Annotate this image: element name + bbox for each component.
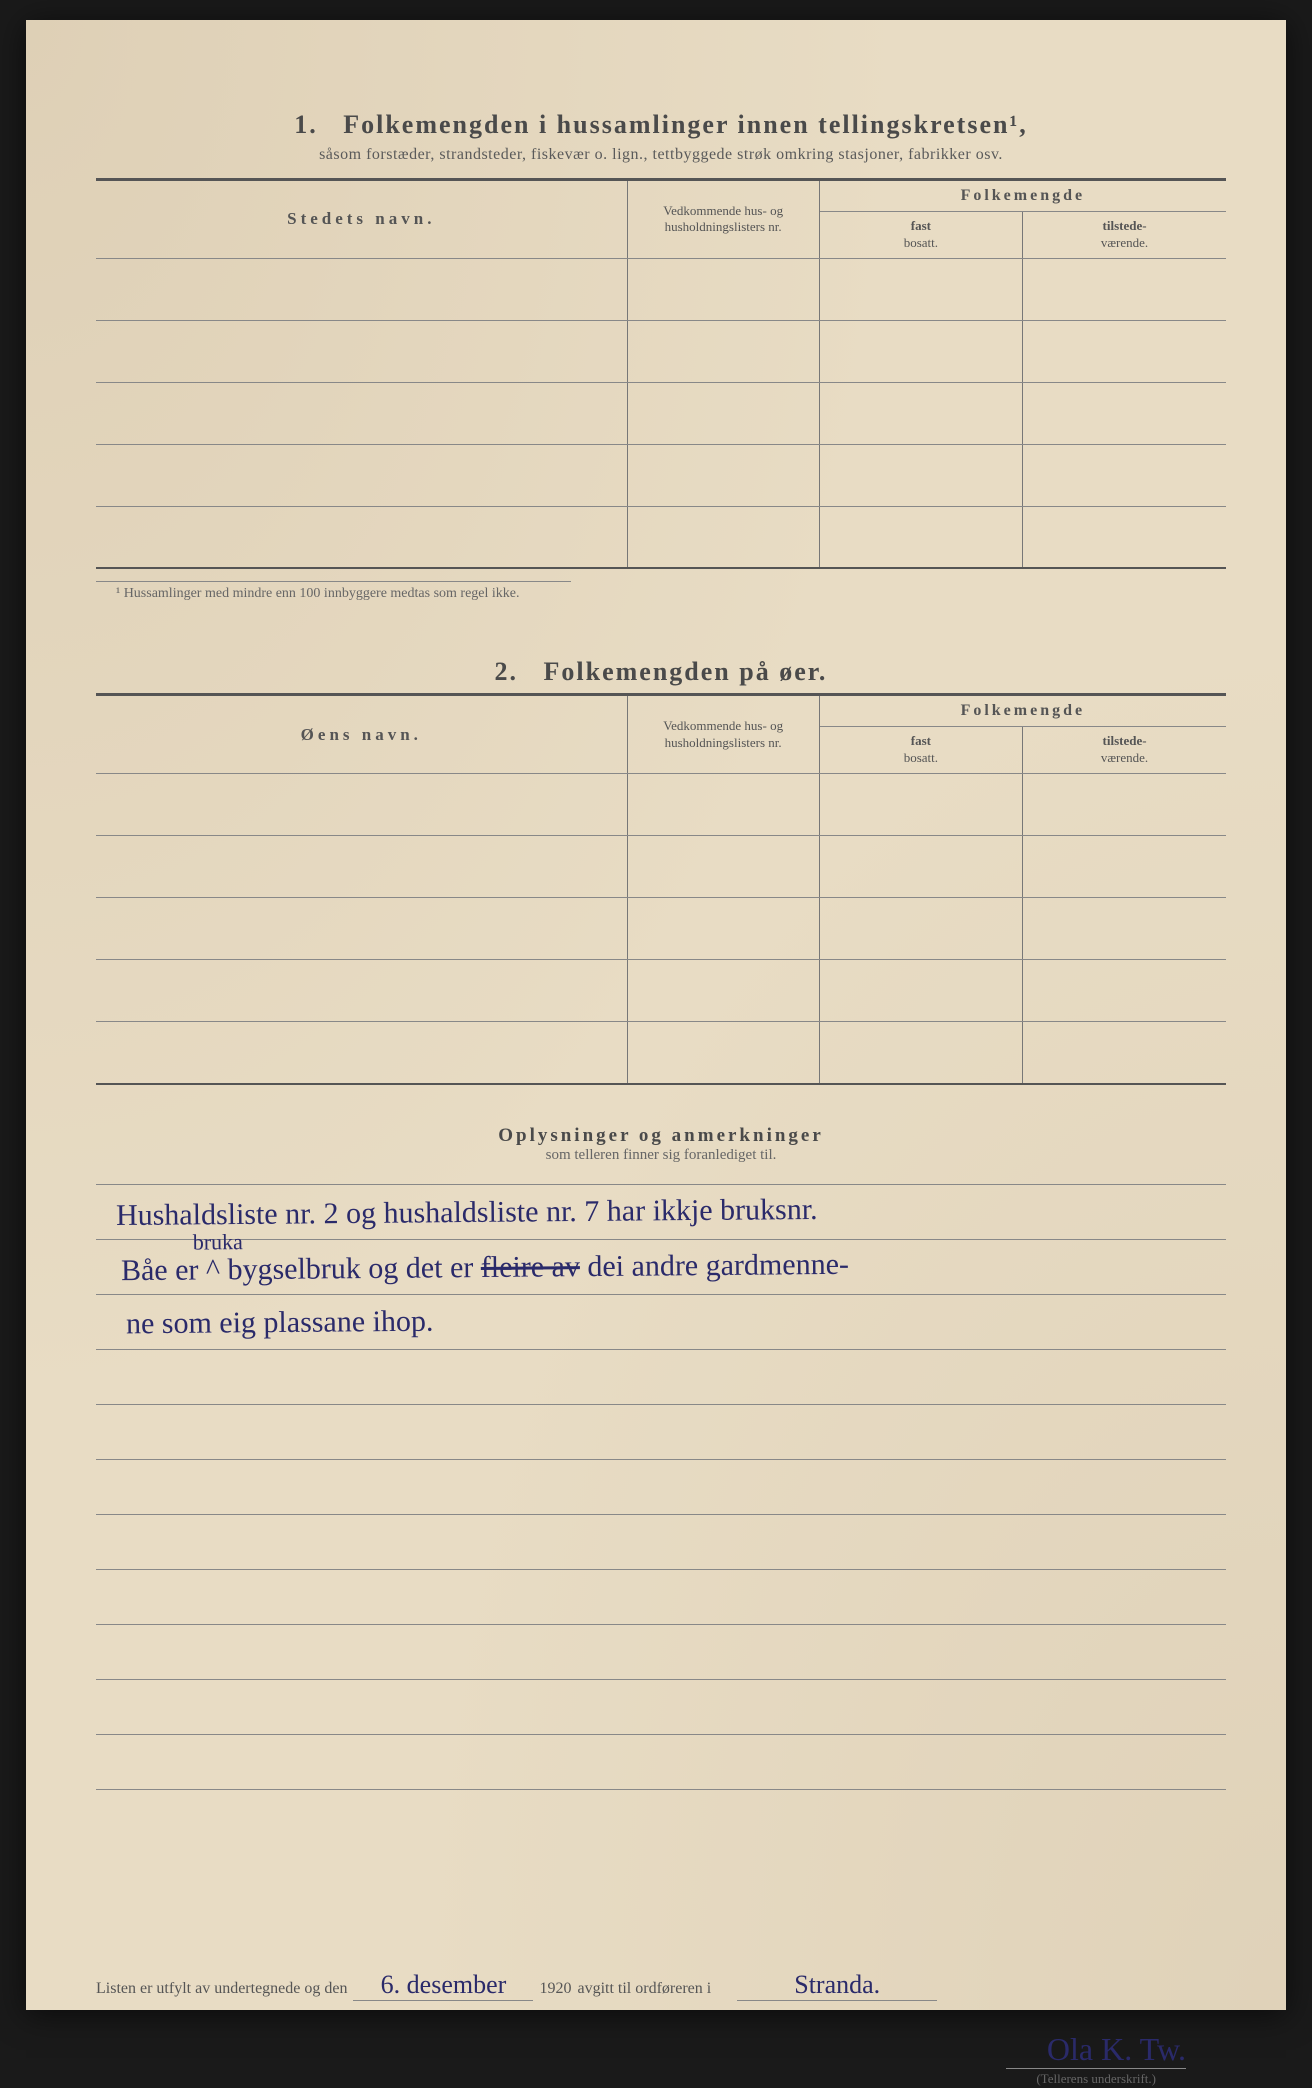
col-lists: Vedkommende hus- og husholdningslisters …	[627, 180, 819, 259]
col-folkemengde: Folkemengde	[819, 180, 1226, 212]
footer-mid: avgitt til ordføreren i	[577, 1980, 711, 1998]
footer-year: 1920	[539, 1980, 571, 1998]
section-1-number: 1.	[294, 110, 318, 139]
table-row	[96, 382, 1226, 444]
ruled-line	[96, 1515, 1226, 1570]
col-lists-2: Vedkommende hus- og husholdningslisters …	[627, 695, 819, 774]
ruled-line	[96, 1460, 1226, 1515]
col-fast-bosatt: fast bosatt.	[819, 212, 1022, 259]
col-folkemengde-2: Folkemengde	[819, 695, 1226, 727]
table-row	[96, 1022, 1226, 1084]
ruled-line: Båe er ^ bygselbruk og det er bruka flei…	[96, 1240, 1226, 1295]
signature-label: (Tellerens underskrift.)	[1006, 2068, 1186, 2087]
col-tilstede-2: tilstede- værende.	[1023, 727, 1226, 774]
section-2-number: 2.	[495, 657, 519, 686]
col-tilstede: tilstede- værende.	[1023, 212, 1226, 259]
table-row	[96, 258, 1226, 320]
ruled-line: Hushaldsliste nr. 2 og hushaldsliste nr.…	[96, 1185, 1226, 1240]
section-2-title-text: Folkemengden på øer.	[544, 657, 828, 686]
table-row	[96, 444, 1226, 506]
table-row	[96, 320, 1226, 382]
section-1-title-text: Folkemengden i hussamlinger innen tellin…	[343, 110, 1028, 139]
signature-area: Ola K. Tw. (Tellerens underskrift.)	[96, 2031, 1226, 2088]
section-1-footnote: ¹ Hussamlinger med mindre enn 100 innbyg…	[96, 581, 571, 602]
section-2: 2. Folkemengden på øer. Øens navn. Vedko…	[96, 657, 1226, 1084]
table-1: Stedets navn. Vedkommende hus- og hushol…	[96, 178, 1226, 569]
document-page: 1. Folkemengden i hussamlinger innen tel…	[26, 20, 1286, 2010]
col-tilst-top-2: tilstede-	[1103, 733, 1147, 748]
section-1-title: 1. Folkemengden i hussamlinger innen tel…	[96, 110, 1226, 140]
handwritten-note-3: ne som eig plassane ihop.	[126, 1297, 434, 1348]
table-1-body	[96, 258, 1226, 568]
hw2-caret-insert: bruka	[193, 1224, 243, 1260]
col-fast-top-2: fast	[911, 733, 931, 748]
table-row	[96, 774, 1226, 836]
table-row	[96, 960, 1226, 1022]
table-row	[96, 836, 1226, 898]
hw2-post: dei andre gardmenne-	[587, 1247, 849, 1282]
col-fast-bosatt-2: fast bosatt.	[819, 727, 1022, 774]
table-2-body	[96, 774, 1226, 1084]
ruled-line	[96, 1405, 1226, 1460]
col-fast-bot: bosatt.	[904, 235, 938, 250]
ruled-line	[96, 1625, 1226, 1680]
notes-title: Oplysninger og anmerkninger	[96, 1125, 1226, 1147]
signature: Ola K. Tw.	[96, 2031, 1186, 2068]
section-2-title: 2. Folkemengden på øer.	[96, 657, 1226, 687]
section-1: 1. Folkemengden i hussamlinger innen tel…	[96, 110, 1226, 602]
section-1-subtitle: såsom forstæder, strandsteder, fiskevær …	[96, 146, 1226, 164]
hw2-strike: fleire av	[481, 1250, 580, 1284]
footer-statement: Listen er utfylt av undertegnede og den …	[96, 1970, 1226, 2001]
col-fast-bot-2: bosatt.	[904, 750, 938, 765]
ruled-line	[96, 1570, 1226, 1625]
notes-subtitle: som telleren finner sig foranlediget til…	[96, 1147, 1226, 1164]
col-tilst-bot-2: værende.	[1101, 750, 1148, 765]
handwritten-note-2: Båe er ^ bygselbruk og det er bruka flei…	[121, 1240, 849, 1294]
col-tilst-top: tilstede-	[1103, 218, 1147, 233]
ruled-line	[96, 1680, 1226, 1735]
col-oens-navn: Øens navn.	[96, 695, 627, 774]
ruled-line	[96, 1350, 1226, 1405]
footer-place: Stranda.	[737, 1970, 937, 2001]
ruled-line	[96, 1735, 1226, 1790]
table-row	[96, 898, 1226, 960]
col-fast-top: fast	[911, 218, 931, 233]
ruled-line: ne som eig plassane ihop.	[96, 1295, 1226, 1350]
table-row	[96, 506, 1226, 568]
footer-prefix: Listen er utfylt av undertegnede og den	[96, 1980, 347, 1998]
footer-date: 6. desember	[353, 1970, 533, 2001]
notes-ruled-area: Hushaldsliste nr. 2 og hushaldsliste nr.…	[96, 1184, 1226, 1790]
col-stedets-navn: Stedets navn.	[96, 180, 627, 259]
col-tilst-bot: værende.	[1101, 235, 1148, 250]
hw2-pre: Båe er ^ bygselbruk og det er	[121, 1251, 481, 1287]
table-2: Øens navn. Vedkommende hus- og husholdni…	[96, 693, 1226, 1084]
